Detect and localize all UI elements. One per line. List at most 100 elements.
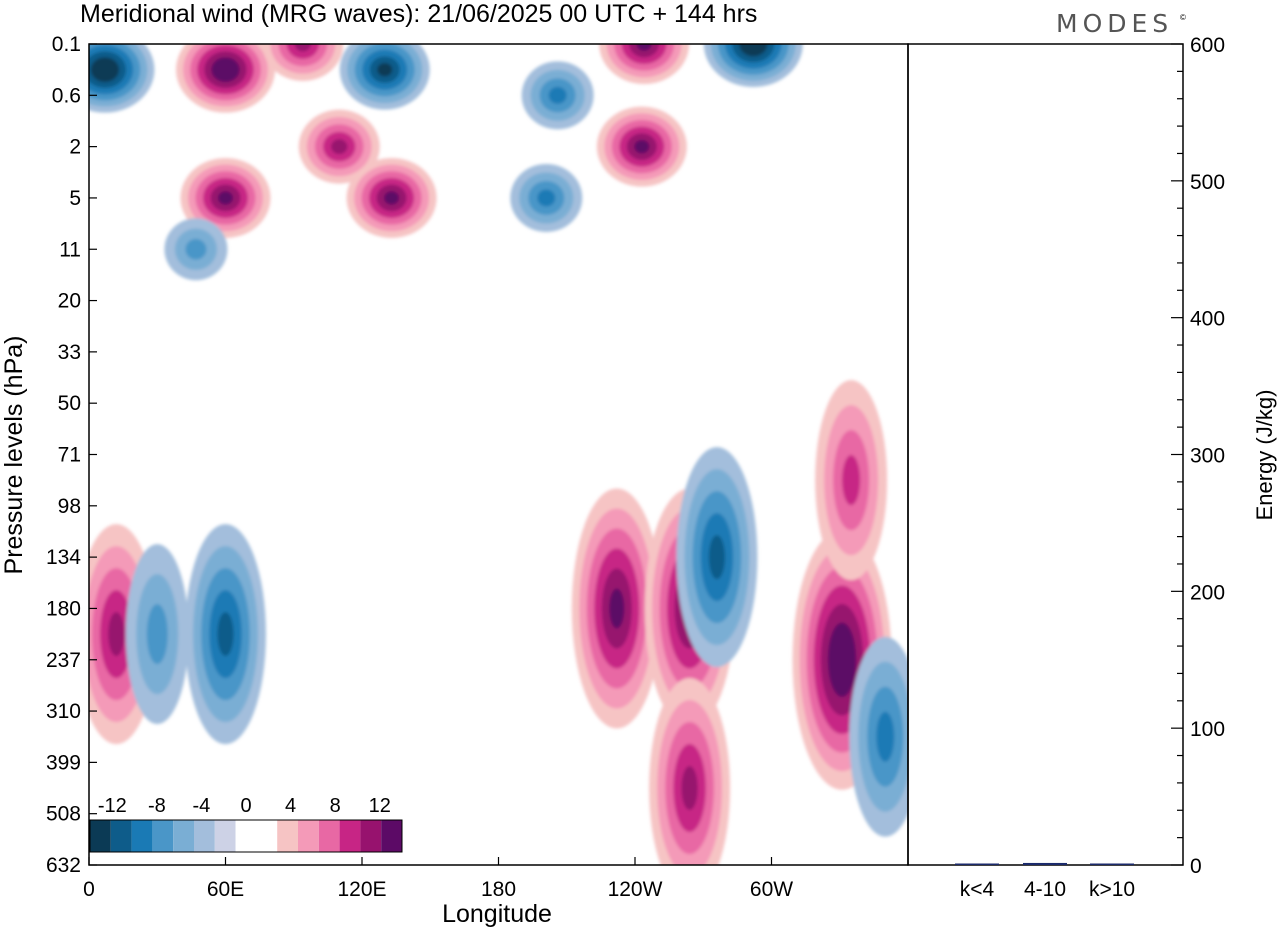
color-swatch bbox=[235, 820, 257, 852]
x-axis: 0 60E 120E 180 120W 60W bbox=[83, 857, 793, 901]
color-scale-legend: -12 -8 -4 0 4 8 12 bbox=[89, 795, 403, 853]
y-tick-label: 0.1 bbox=[52, 33, 81, 56]
color-swatch bbox=[277, 820, 298, 852]
color-scale-label: -12 bbox=[98, 795, 127, 817]
modes-logo: MODES bbox=[1056, 9, 1173, 38]
y-tick-label: 2 bbox=[69, 136, 81, 159]
contour-level bbox=[218, 63, 233, 76]
color-swatch bbox=[110, 820, 132, 852]
contour-level bbox=[146, 604, 168, 665]
color-swatch bbox=[152, 820, 174, 852]
contour-level bbox=[537, 189, 556, 207]
energy-tick-label: 400 bbox=[1190, 308, 1225, 331]
energy-tick-label: 100 bbox=[1190, 718, 1225, 741]
contour-level bbox=[834, 641, 850, 679]
color-scale-label: 0 bbox=[240, 795, 251, 817]
energy-tick-label: 600 bbox=[1190, 34, 1225, 57]
color-swatch bbox=[256, 820, 278, 852]
contour-level bbox=[294, 44, 311, 52]
contour-cell bbox=[596, 106, 687, 187]
contour-cell bbox=[125, 544, 189, 725]
y-tick-label: 134 bbox=[46, 546, 81, 569]
contour-level bbox=[708, 535, 726, 580]
y-tick-label: 0.6 bbox=[52, 84, 81, 107]
color-swatch bbox=[381, 820, 402, 852]
contour-cell bbox=[815, 380, 888, 581]
modes-logo-mark: © bbox=[1180, 13, 1186, 22]
contour-cell bbox=[339, 44, 430, 110]
x-tick-label: 0 bbox=[83, 878, 95, 901]
color-swatch bbox=[173, 820, 194, 852]
contour-level bbox=[218, 191, 233, 205]
color-swatch bbox=[339, 820, 361, 852]
color-swatch bbox=[298, 820, 319, 852]
contour-level bbox=[217, 612, 234, 657]
x-tick-label: 120W bbox=[608, 878, 663, 901]
contour-level bbox=[108, 612, 125, 657]
y-tick-label: 180 bbox=[46, 597, 81, 620]
contour-level bbox=[634, 139, 650, 154]
contour-level bbox=[185, 238, 207, 260]
y-axis: 0.1 0.6 2 5 11 20 33 50 71 98 134 180 237 310 399 508 63… bbox=[46, 33, 97, 877]
contour-level bbox=[97, 63, 112, 76]
x-axis-label: Longitude bbox=[442, 900, 552, 928]
color-swatch bbox=[194, 820, 215, 852]
contour-cell bbox=[571, 488, 662, 729]
energy-tick-label: 200 bbox=[1190, 581, 1225, 604]
color-swatch bbox=[131, 820, 153, 852]
contour-cell bbox=[849, 636, 908, 837]
contour-cell bbox=[89, 44, 155, 113]
contour-cell bbox=[262, 44, 344, 81]
color-scale-label: 8 bbox=[330, 795, 341, 817]
y-tick-label: 33 bbox=[58, 341, 81, 364]
y-tick-label: 310 bbox=[46, 700, 81, 723]
x-tick-label: 60E bbox=[207, 878, 244, 901]
color-swatch bbox=[318, 820, 340, 852]
color-scale-frame bbox=[89, 819, 403, 853]
contour-level bbox=[876, 711, 895, 762]
y-tick-label: 632 bbox=[46, 854, 81, 877]
y-tick-label: 399 bbox=[46, 751, 81, 774]
color-swatch bbox=[90, 820, 111, 852]
contour-cell bbox=[510, 163, 583, 232]
y-axis-label: Pressure levels (hPa) bbox=[0, 336, 28, 575]
y-tick-label: 71 bbox=[58, 444, 81, 467]
energy-tick-label: 500 bbox=[1190, 171, 1225, 194]
y-tick-label: 237 bbox=[46, 649, 81, 672]
energy-plot-frame bbox=[907, 43, 1184, 866]
x-tick-label: 180 bbox=[481, 878, 516, 901]
contour-level bbox=[377, 62, 393, 77]
contour-cell bbox=[649, 678, 731, 865]
contour-cell bbox=[298, 109, 380, 184]
contour-cell bbox=[676, 447, 758, 668]
energy-category-label: 4-10 bbox=[1024, 878, 1066, 901]
color-scale-label: 12 bbox=[369, 795, 391, 817]
contour-level bbox=[842, 455, 861, 506]
contour-cell bbox=[180, 157, 271, 238]
energy-bar bbox=[1090, 863, 1134, 865]
contour-cell bbox=[164, 218, 228, 281]
y-tick-label: 508 bbox=[46, 803, 81, 826]
contour-level bbox=[331, 139, 348, 155]
y-tick-label: 98 bbox=[58, 495, 81, 518]
color-swatch bbox=[360, 820, 382, 852]
energy-axis: 0 100 200 300 400 500 600 bbox=[1171, 34, 1225, 878]
contour-cell bbox=[346, 157, 437, 238]
energy-bars: k<4 4-10 k>10 bbox=[955, 862, 1135, 901]
contour-cell bbox=[521, 61, 594, 130]
energy-category-label: k>10 bbox=[1089, 878, 1135, 901]
y-tick-label: 50 bbox=[58, 392, 81, 415]
energy-axis-label: Energy (J/kg) bbox=[1252, 390, 1277, 521]
contour-cell bbox=[176, 44, 275, 113]
energy-tick-label: 300 bbox=[1190, 445, 1225, 468]
contour-field bbox=[89, 44, 908, 865]
color-scale-label: -8 bbox=[148, 795, 166, 817]
contour-cell bbox=[185, 524, 266, 745]
contour-level bbox=[609, 588, 625, 629]
x-tick-label: 120E bbox=[337, 878, 386, 901]
y-tick-label: 5 bbox=[69, 187, 81, 210]
y-tick-label: 11 bbox=[59, 238, 81, 261]
contour-level bbox=[548, 86, 567, 104]
energy-bar bbox=[1023, 862, 1067, 865]
